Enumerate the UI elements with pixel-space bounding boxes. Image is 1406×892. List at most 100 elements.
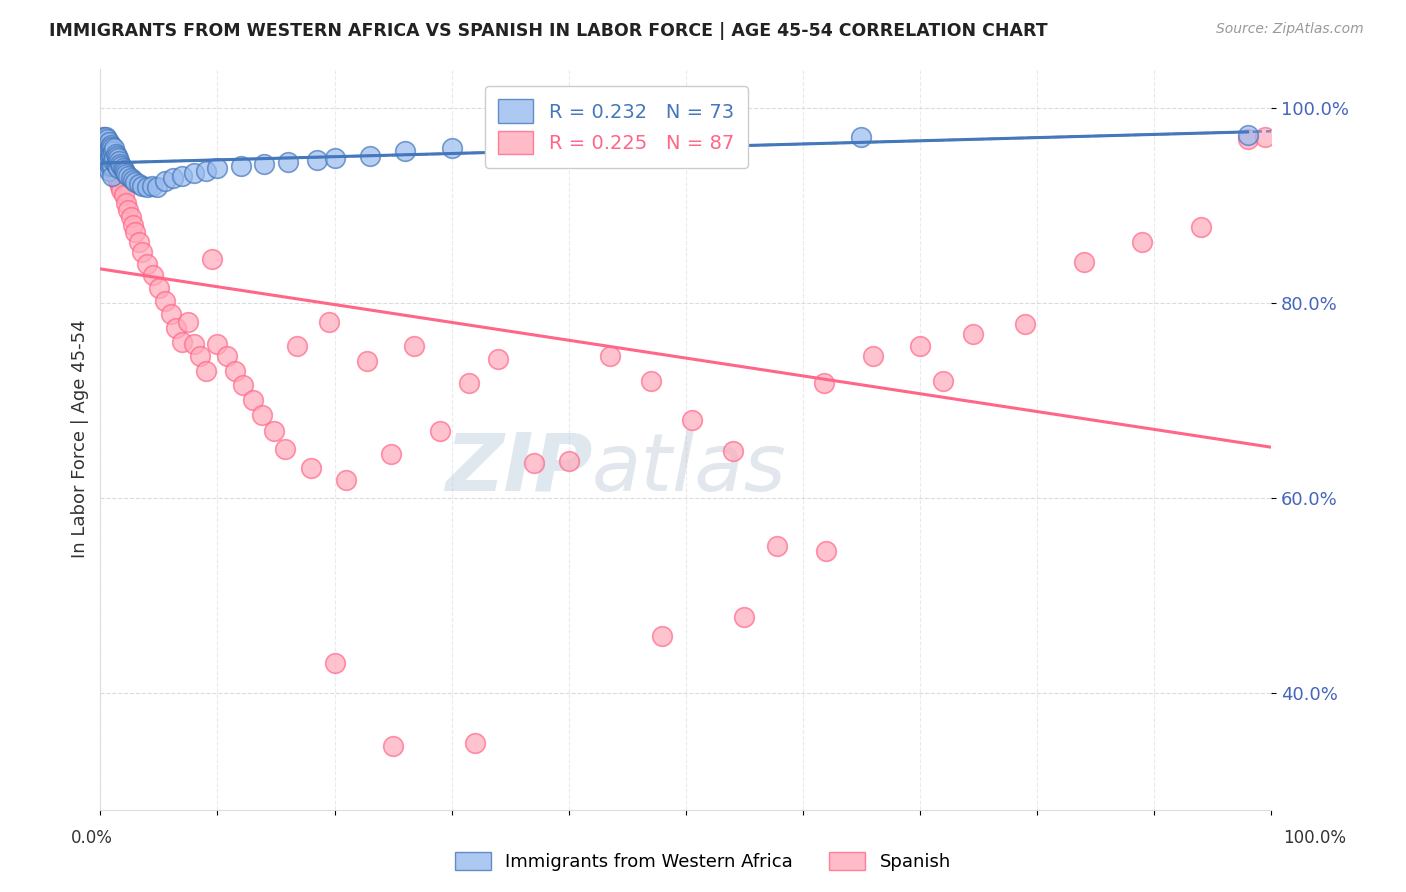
Point — [97, 164, 120, 178]
Point — [98, 149, 121, 163]
Point — [486, 139, 509, 153]
Point — [101, 169, 124, 183]
Point — [1254, 129, 1277, 144]
Point — [404, 339, 426, 353]
Point — [429, 425, 451, 439]
Point — [285, 339, 308, 353]
Point — [131, 244, 153, 259]
Point — [253, 157, 276, 171]
Point — [318, 315, 340, 329]
Point — [104, 169, 127, 183]
Point — [112, 163, 135, 178]
Point — [207, 161, 229, 175]
Point — [97, 154, 120, 169]
Point — [194, 364, 217, 378]
Point — [159, 307, 181, 321]
Point — [97, 135, 120, 149]
Point — [110, 157, 132, 171]
Point — [207, 336, 229, 351]
Point — [605, 135, 627, 149]
Point — [101, 159, 124, 173]
Legend: R = 0.232   N = 73, R = 0.225   N = 87: R = 0.232 N = 73, R = 0.225 N = 87 — [485, 86, 748, 168]
Point — [110, 183, 132, 197]
Point — [104, 147, 127, 161]
Point — [263, 425, 285, 439]
Point — [96, 145, 118, 159]
Point — [277, 155, 299, 169]
Legend: Immigrants from Western Africa, Spanish: Immigrants from Western Africa, Spanish — [447, 845, 959, 879]
Point — [359, 149, 381, 163]
Point — [105, 170, 128, 185]
Point — [323, 151, 346, 165]
Point — [100, 157, 122, 171]
Point — [96, 135, 118, 149]
Point — [274, 442, 297, 456]
Point — [172, 169, 194, 183]
Point — [111, 161, 134, 175]
Point — [120, 170, 142, 185]
Point — [142, 268, 165, 283]
Point — [380, 447, 402, 461]
Point — [962, 326, 984, 341]
Point — [93, 145, 115, 159]
Y-axis label: In Labor Force | Age 45-54: In Labor Force | Age 45-54 — [72, 320, 89, 558]
Point — [96, 132, 118, 146]
Point — [96, 159, 118, 173]
Point — [94, 154, 117, 169]
Point — [117, 169, 139, 183]
Point — [94, 139, 117, 153]
Point — [97, 145, 120, 159]
Point — [215, 349, 238, 363]
Point — [112, 188, 135, 202]
Point — [1130, 235, 1153, 249]
Point — [522, 457, 544, 471]
Point — [120, 210, 142, 224]
Point — [128, 177, 150, 191]
Point — [105, 149, 128, 163]
Point — [851, 129, 873, 144]
Point — [105, 159, 128, 173]
Point — [148, 281, 170, 295]
Point — [813, 376, 835, 390]
Point — [815, 544, 838, 558]
Point — [93, 135, 115, 149]
Point — [103, 151, 125, 165]
Point — [101, 139, 124, 153]
Point — [177, 315, 200, 329]
Point — [107, 161, 129, 175]
Point — [131, 178, 153, 193]
Point — [721, 443, 744, 458]
Point — [394, 145, 416, 159]
Point — [183, 166, 205, 180]
Point — [91, 129, 114, 144]
Point — [103, 141, 125, 155]
Point — [98, 149, 121, 163]
Point — [651, 629, 673, 643]
Point — [101, 164, 124, 178]
Point — [382, 739, 405, 754]
Point — [335, 473, 357, 487]
Point — [100, 151, 122, 165]
Point — [862, 349, 884, 363]
Point — [188, 349, 211, 363]
Point — [98, 159, 121, 173]
Point — [136, 180, 159, 194]
Point — [200, 252, 222, 266]
Point — [1189, 219, 1212, 234]
Point — [356, 354, 378, 368]
Point — [103, 154, 125, 169]
Point — [100, 147, 122, 161]
Text: 100.0%: 100.0% — [1284, 829, 1346, 847]
Point — [128, 235, 150, 249]
Point — [101, 154, 124, 169]
Point — [440, 141, 463, 155]
Point — [232, 378, 254, 392]
Point — [183, 336, 205, 351]
Point — [136, 256, 159, 270]
Point — [242, 393, 264, 408]
Point — [229, 159, 252, 173]
Point — [299, 461, 322, 475]
Point — [97, 154, 120, 169]
Point — [110, 159, 132, 173]
Point — [96, 149, 118, 163]
